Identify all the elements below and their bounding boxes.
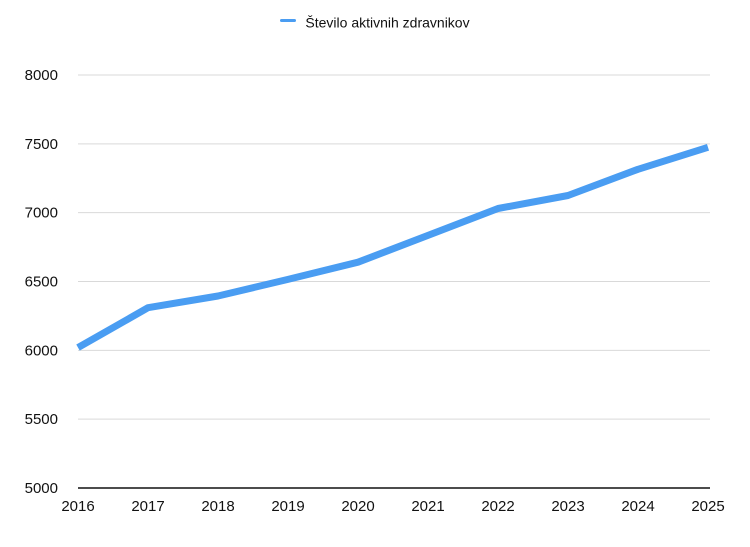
x-tick-label: 2020 [341,498,374,515]
x-tick-label: 2017 [131,498,164,515]
y-tick-label: 5000 [25,480,58,497]
x-tick-label: 2016 [61,498,94,515]
legend-label: Število aktivnih zdravnikov [305,14,470,31]
x-tick-label: 2018 [201,498,234,515]
y-tick-label: 7000 [25,205,58,222]
y-axis-ticks: 5000 5500 6000 6500 7000 7500 8000 [25,67,58,497]
x-tick-label: 2025 [691,498,724,515]
y-tick-label: 7500 [25,136,58,153]
y-tick-label: 6000 [25,342,58,359]
y-tick-label: 8000 [25,67,58,84]
legend-swatch [280,18,297,22]
x-tick-label: 2019 [271,498,304,515]
gridlines [78,74,710,420]
x-tick-label: 2023 [551,498,584,515]
y-tick-label: 5500 [25,411,58,428]
x-tick-label: 2022 [481,498,514,515]
x-axis-ticks: 2016 2017 2018 2019 2020 2021 2022 2023 2024 2025 [61,498,724,515]
y-tick-label: 6500 [25,274,58,291]
x-tick-label: 2021 [411,498,444,515]
chart-legend: Število aktivnih zdravnikov [0,13,750,30]
series-line [76,143,710,351]
x-tick-label: 2024 [621,498,654,515]
